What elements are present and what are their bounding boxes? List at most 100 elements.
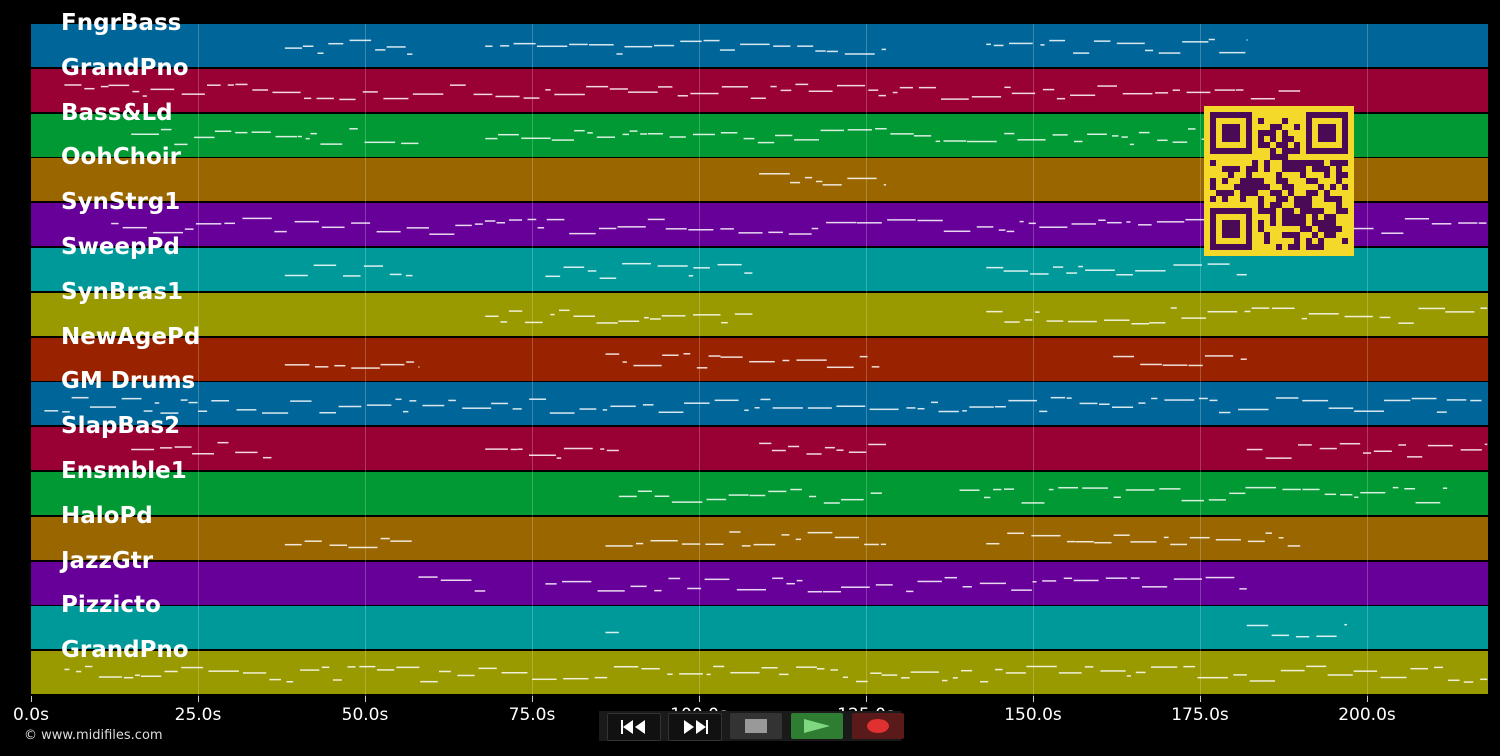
qr-module [1282, 184, 1288, 190]
qr-module [1264, 238, 1270, 244]
qr-module [1240, 190, 1246, 196]
stop-icon [745, 719, 767, 733]
qr-module [1276, 196, 1282, 202]
track-name: GrandPno [61, 54, 189, 81]
track-lane[interactable] [31, 382, 1488, 426]
qr-module [1282, 178, 1288, 184]
qr-code[interactable] [1204, 106, 1354, 256]
qr-module [1306, 196, 1312, 202]
track-name: Pizzicto [61, 592, 161, 619]
qr-module [1342, 238, 1348, 244]
qr-module [1270, 202, 1276, 208]
track-name: SynBras1 [61, 278, 184, 305]
qr-module [1336, 202, 1342, 208]
qr-module [1294, 214, 1300, 220]
track-name: SynStrg1 [61, 189, 181, 216]
track-lane[interactable] [31, 651, 1488, 695]
qr-module [1324, 190, 1330, 196]
qr-module [1336, 172, 1342, 178]
qr-module [1300, 202, 1306, 208]
qr-module [1342, 184, 1348, 190]
track-lane[interactable] [31, 472, 1488, 515]
track-lane[interactable] [31, 337, 1488, 381]
track-name: HaloPd [61, 502, 153, 529]
qr-module [1330, 232, 1336, 238]
qr-module [1306, 238, 1312, 244]
qr-module [1288, 160, 1294, 166]
qr-module [1252, 166, 1258, 172]
qr-module [1294, 196, 1300, 202]
qr-module [1294, 232, 1300, 238]
tick-mark [365, 696, 366, 702]
qr-module [1264, 160, 1270, 166]
qr-module [1270, 124, 1276, 130]
qr-module [1288, 208, 1294, 214]
record-icon [867, 719, 889, 733]
qr-module [1318, 244, 1324, 250]
qr-module [1300, 196, 1306, 202]
gridline [1367, 24, 1368, 696]
qr-module [1288, 136, 1294, 142]
qr-module [1324, 220, 1330, 226]
tick-mark [1367, 696, 1368, 702]
qr-module [1330, 184, 1336, 190]
track-name: NewAgePd [61, 323, 201, 350]
qr-module [1324, 232, 1330, 238]
track-lane[interactable] [31, 516, 1488, 560]
track-lane[interactable] [31, 606, 1488, 650]
qr-module [1324, 166, 1330, 172]
qr-module [1324, 226, 1330, 232]
qr-module [1276, 202, 1282, 208]
gridline [198, 24, 199, 696]
copyright-text: © www.midifiles.com [24, 728, 163, 743]
qr-module [1246, 172, 1252, 178]
track-lane[interactable] [31, 24, 1488, 67]
qr-module [1318, 166, 1324, 172]
qr-module [1282, 196, 1288, 202]
qr-module [1336, 226, 1342, 232]
qr-module [1318, 208, 1324, 214]
qr-module [1240, 196, 1246, 202]
qr-module [1300, 214, 1306, 220]
track-lane[interactable] [31, 427, 1488, 471]
track-lane[interactable] [31, 68, 1488, 112]
qr-module [1282, 136, 1288, 142]
qr-module [1288, 232, 1294, 238]
rewind-button[interactable] [607, 713, 661, 741]
qr-module [1258, 178, 1264, 184]
qr-module [1300, 160, 1306, 166]
qr-module [1270, 148, 1276, 154]
qr-module [1210, 160, 1216, 166]
qr-module [1258, 226, 1264, 232]
qr-module [1336, 160, 1342, 166]
qr-module [1336, 208, 1342, 214]
qr-module [1258, 130, 1264, 136]
qr-module [1318, 220, 1324, 226]
qr-module [1246, 166, 1252, 172]
stop-button[interactable] [730, 713, 782, 739]
qr-module [1294, 202, 1300, 208]
track-lane[interactable] [31, 561, 1488, 605]
qr-finder-pattern [1222, 124, 1240, 142]
track-name: GM Drums [61, 368, 196, 395]
play-button[interactable] [791, 713, 843, 739]
qr-module [1252, 190, 1258, 196]
qr-module [1222, 196, 1228, 202]
gridline [866, 24, 867, 696]
qr-module [1288, 190, 1294, 196]
qr-module [1228, 190, 1234, 196]
track-name: Ensmble1 [61, 458, 187, 484]
fast-forward-button[interactable] [668, 713, 722, 741]
qr-module [1312, 178, 1318, 184]
track-lane[interactable] [31, 292, 1488, 336]
qr-module [1258, 184, 1264, 190]
gridline [1200, 24, 1201, 696]
qr-module [1306, 226, 1312, 232]
gridline [365, 24, 366, 696]
qr-module [1276, 154, 1282, 160]
qr-module [1282, 118, 1288, 124]
track-name: Bass&Ld [61, 99, 173, 126]
record-button[interactable] [852, 713, 904, 739]
qr-module [1276, 142, 1282, 148]
